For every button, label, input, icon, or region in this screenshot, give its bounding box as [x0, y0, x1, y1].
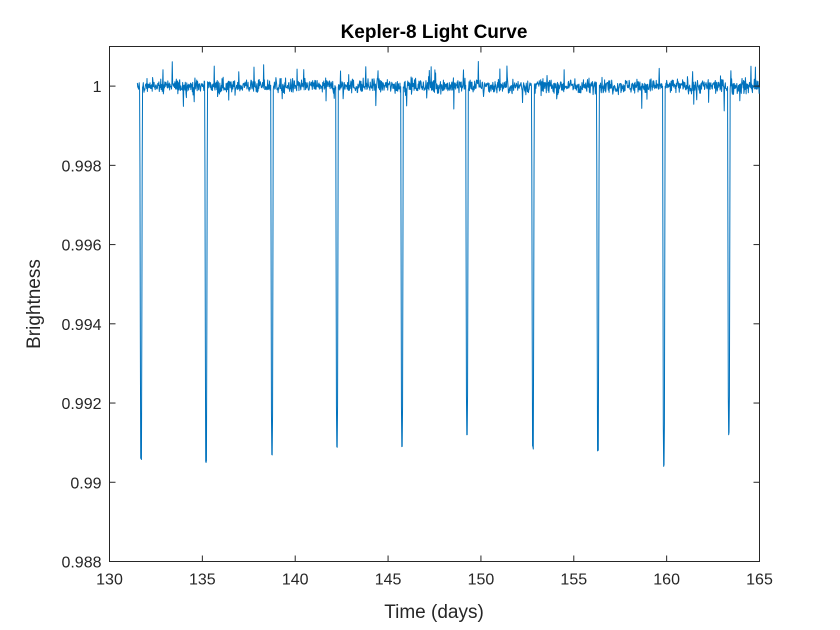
x-tick-label: 140	[282, 572, 309, 589]
x-tick-label: 165	[746, 572, 773, 589]
ticks-layer: 130 135 140 145 150 155 160 165 0.988 0.99 0.992 0.…	[61, 46, 773, 589]
y-tick-label: 0.99	[70, 475, 101, 492]
y-tick-label: 0.996	[61, 238, 101, 255]
plot-area	[109, 46, 760, 562]
chart-title: Kepler-8 Light Curve	[341, 22, 528, 43]
y-tick-label: 0.994	[61, 317, 101, 334]
x-tick-label: 130	[96, 572, 123, 589]
x-tick-label: 145	[375, 572, 402, 589]
y-tick-label: 0.992	[61, 396, 101, 413]
x-axis-label: Time (days)	[384, 602, 484, 623]
x-tick-label: 135	[189, 572, 216, 589]
y-axis-label: Brightness	[24, 259, 45, 349]
y-tick-label: 0.988	[61, 555, 101, 572]
x-tick-label: 155	[560, 572, 587, 589]
x-tick-label: 150	[468, 572, 495, 589]
series-layer	[136, 61, 760, 467]
y-tick-label: 0.998	[61, 158, 101, 175]
x-tick-label: 160	[653, 572, 680, 589]
y-tick-label: 1	[93, 79, 102, 96]
brightness-series-line	[136, 61, 760, 467]
